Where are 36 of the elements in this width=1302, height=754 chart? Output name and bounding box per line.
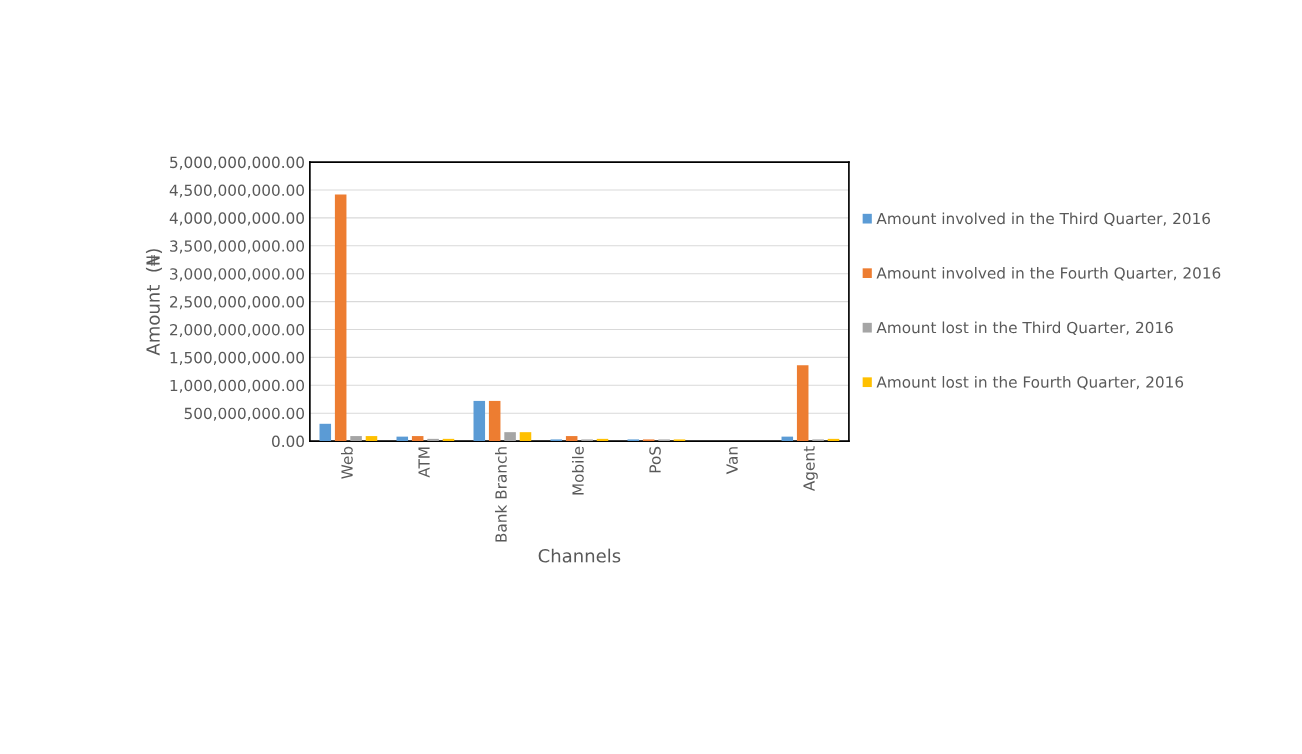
bar [473,400,486,442]
bar [565,436,578,442]
bar [334,194,347,442]
y-tick-label: 3,500,000,000.00 [170,240,304,254]
legend-label: Amount lost in the Third Quarter, 2016 [876,321,1173,336]
bar [411,436,424,442]
x-tick-label: Agent [803,446,818,492]
bar [519,432,532,442]
x-tick-label: Van [726,447,738,475]
bar [504,432,516,442]
bar [319,423,332,442]
bar [365,436,378,442]
bar [350,436,362,442]
bar [796,365,809,442]
x-tick-label: ATM [418,447,430,478]
y-tick-label: 3,000,000,000.00 [170,268,304,282]
y-tick-label: 2,500,000,000.00 [170,296,304,310]
y-tick-label: 4,000,000,000.00 [169,212,304,226]
y-tick-label: 0.00 [272,435,304,448]
legend-label: Amount involved in the Third Quarter, 2016 [876,212,1211,227]
x-tick-label: PoS [649,446,661,473]
y-tick-label: 1,500,000,000.00 [170,351,304,365]
y-tick-label: 500,000,000.00 [184,407,304,421]
x-tick-label: Web [340,446,353,479]
y-tick-label: 1,000,000,000.00 [170,379,304,393]
y-tick-label: 5,000,000,000.00 [170,156,304,170]
bar [488,400,501,442]
y-tick-label: 4,500,000,000.00 [169,184,304,198]
y-tick-label: 2,000,000,000.00 [170,323,304,338]
x-axis-title: Channels [538,548,621,563]
legend-label: Amount involved in the Fourth Quarter, 2016 [876,266,1221,281]
y-axis-title: Amount (₦) [145,249,163,356]
bar [427,438,439,442]
legend-label: Amount lost in the Fourth Quarter, 2016 [876,375,1184,390]
x-tick-label: Bank Branch [494,447,507,542]
x-tick-label: Mobile [572,446,584,495]
